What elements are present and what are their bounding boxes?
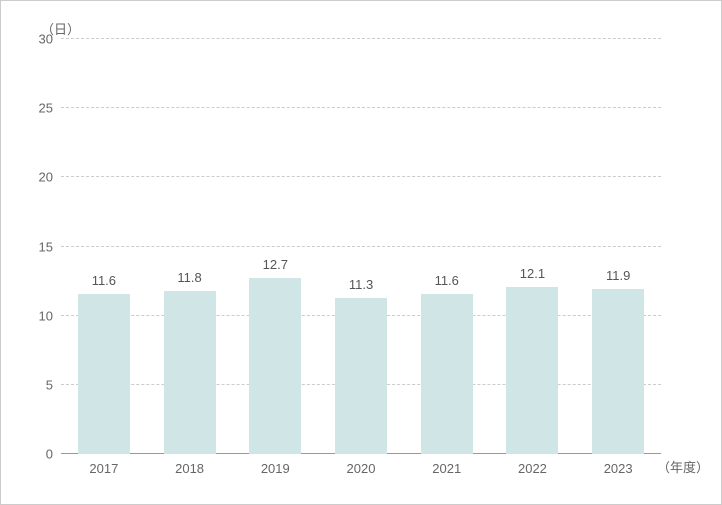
gridline: 30 <box>61 38 661 39</box>
y-tick-label: 0 <box>46 447 53 462</box>
x-tick-label: 2021 <box>404 461 490 476</box>
bar <box>421 294 473 454</box>
y-tick-label: 25 <box>39 101 53 116</box>
bar-chart: 051015202530 11.611.812.711.311.612.111.… <box>0 0 722 505</box>
bar-value-label: 11.8 <box>177 270 201 285</box>
x-tick-label: 2022 <box>490 461 576 476</box>
bar-group: 12.1 <box>490 41 576 454</box>
bar-value-label: 11.6 <box>435 273 459 288</box>
x-axis-unit: （年度） <box>657 457 709 476</box>
y-tick-label: 10 <box>39 308 53 323</box>
bar-group: 11.8 <box>147 41 233 454</box>
y-tick-label: 15 <box>39 239 53 254</box>
bar-value-label: 11.6 <box>92 273 116 288</box>
y-tick-label: 20 <box>39 170 53 185</box>
bar-group: 11.6 <box>61 41 147 454</box>
bar-value-label: 12.7 <box>263 257 288 272</box>
y-axis-unit: （日） <box>41 19 80 38</box>
bar <box>164 291 216 454</box>
bar-value-label: 11.3 <box>349 277 373 292</box>
x-tick-label: 2018 <box>147 461 233 476</box>
x-tick-label: 2019 <box>232 461 318 476</box>
bar-value-label: 12.1 <box>520 266 545 281</box>
bars-group: 11.6 11.8 12.7 11.3 11.6 12.1 11.9 <box>61 41 661 454</box>
bar <box>78 294 130 454</box>
x-tick-label: 2017 <box>61 461 147 476</box>
bar-group: 11.6 <box>404 41 490 454</box>
bar-group: 11.9 <box>575 41 661 454</box>
bar <box>506 287 558 454</box>
bar <box>249 278 301 454</box>
bar-value-label: 11.9 <box>606 268 630 283</box>
plot-area: 051015202530 11.611.812.711.311.612.111.… <box>61 41 661 454</box>
bar <box>335 298 387 454</box>
bar <box>592 289 644 454</box>
y-tick-label: 5 <box>46 377 53 392</box>
bar-group: 12.7 <box>232 41 318 454</box>
x-tick-label: 2020 <box>318 461 404 476</box>
x-axis-labels: 2017201820192020202120222023 <box>61 461 661 476</box>
bar-group: 11.3 <box>318 41 404 454</box>
x-tick-label: 2023 <box>575 461 661 476</box>
